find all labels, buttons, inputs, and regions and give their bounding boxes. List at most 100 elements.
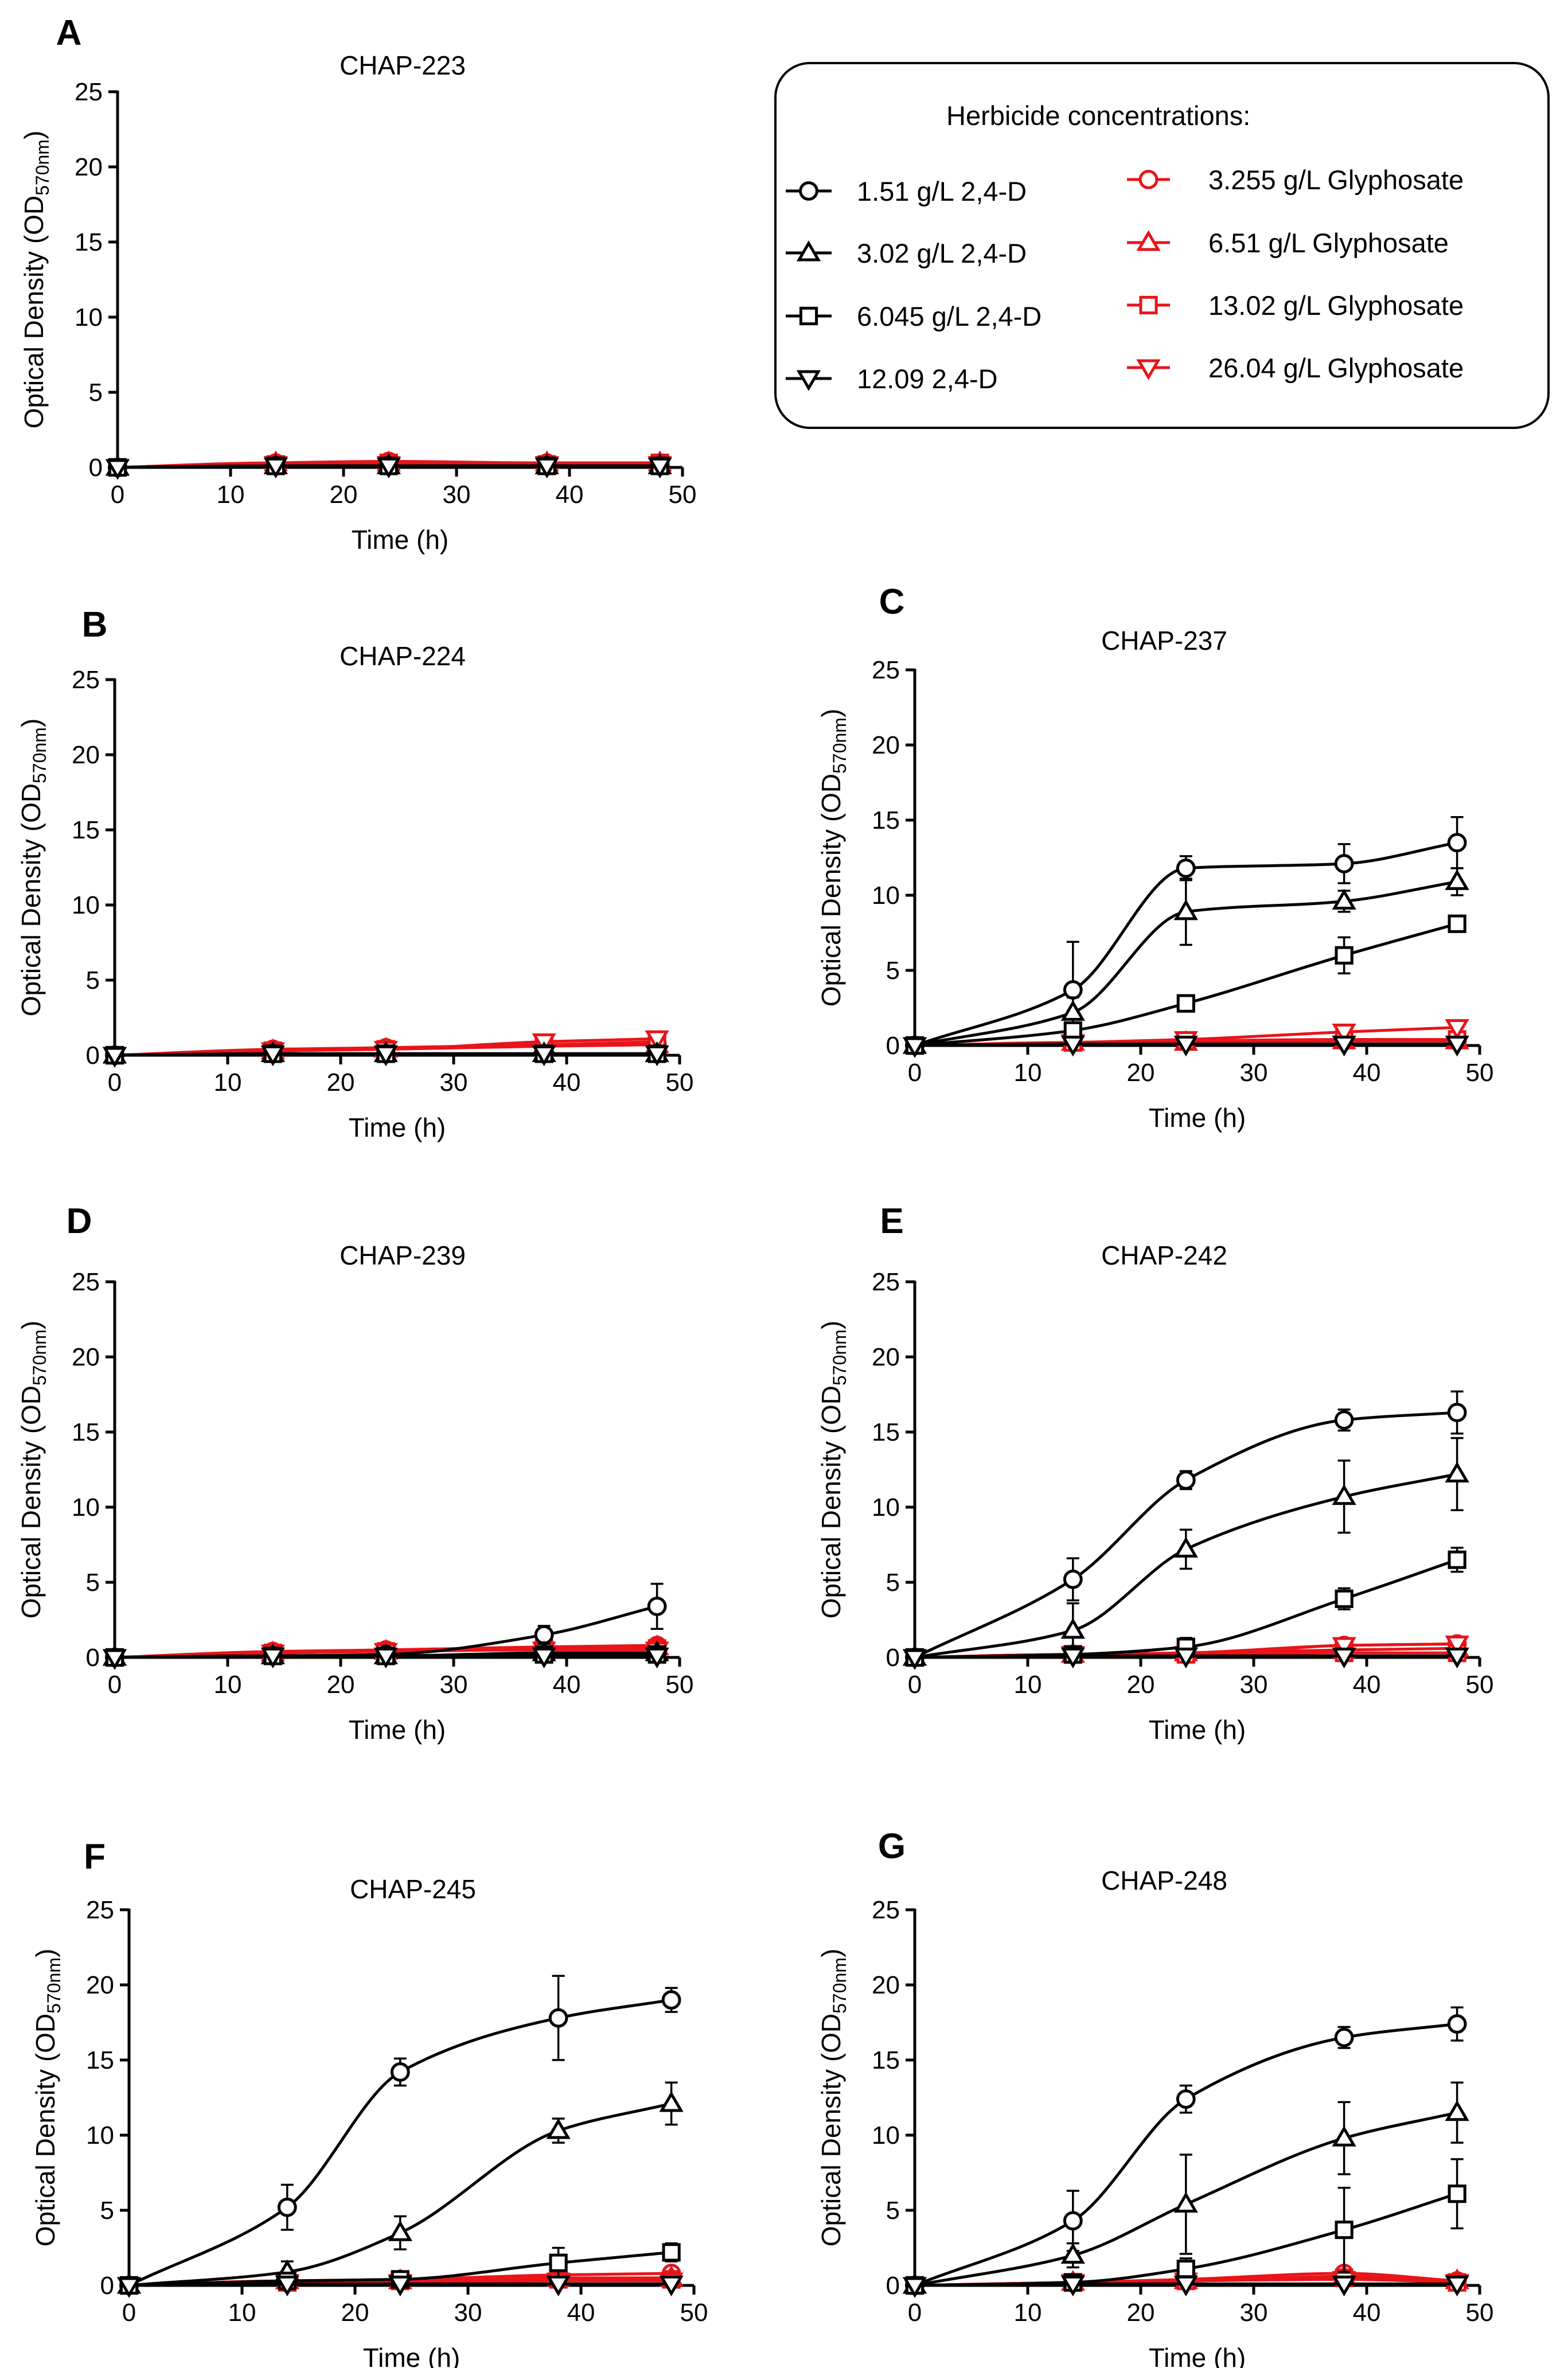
data-point: [661, 1990, 681, 2010]
data-point: [1176, 2260, 1195, 2279]
x-tick-label: 0: [111, 481, 124, 509]
x-tick-label: 50: [669, 481, 697, 509]
y-axis-label-subscript: 570nm: [44, 1957, 64, 2014]
y-tick-label: 25: [72, 666, 100, 694]
data-point: [1063, 2211, 1083, 2231]
series-12-09-2-4-d: [902, 1647, 1469, 1670]
data-point: [1445, 1461, 1469, 1483]
data-point: [546, 2118, 571, 2139]
series-12-09-2-4-d: [902, 1035, 1469, 1058]
data-point: [1445, 1635, 1469, 1657]
data-point: [116, 2277, 142, 2298]
legend-label: 3.02 g/L 2,4-D: [857, 238, 1027, 268]
data-point: [376, 457, 401, 479]
x-tick-label: 40: [1353, 1671, 1381, 1699]
y-axis-label-close: ): [816, 1321, 846, 1329]
data-point: [1173, 1035, 1198, 1057]
y-tick-label: 10: [872, 1493, 900, 1522]
panel-title: CHAP-248: [1101, 1866, 1227, 1895]
y-tick-label: 20: [86, 1971, 114, 1999]
x-tick-label: 30: [1240, 2299, 1268, 2327]
data-point: [1334, 2027, 1354, 2047]
y-tick-label: 5: [86, 1569, 100, 1597]
data-point: [1445, 1035, 1469, 1057]
x-tick-label: 0: [108, 1068, 122, 1097]
y-tick-label: 20: [72, 1343, 100, 1371]
x-tick-label: 30: [454, 2299, 482, 2327]
data-point: [1173, 899, 1198, 920]
legend-label: 12.09 2,4-D: [857, 364, 998, 394]
legend-marker: [799, 306, 818, 326]
x-tick-label: 30: [443, 481, 471, 509]
data-point: [1445, 869, 1469, 890]
y-tick-label: 25: [86, 1896, 114, 1924]
y-tick-label: 25: [872, 656, 900, 684]
data-point: [1063, 980, 1083, 1000]
x-tick-label: 50: [1466, 2299, 1494, 2327]
data-point: [1334, 1410, 1354, 1430]
legend-entry: 3.255 g/L Glyphosate: [1127, 165, 1464, 195]
legend-label: 13.02 g/L Glyphosate: [1208, 290, 1464, 321]
x-tick-label: 30: [1240, 1671, 1268, 1699]
data-point: [1447, 2014, 1467, 2034]
legend: Herbicide concentrations: 1.51 g/L 2,4-D…: [774, 62, 1550, 429]
data-point: [659, 2275, 684, 2297]
panel-letter: F: [84, 1837, 106, 1877]
data-point: [1060, 1035, 1085, 1057]
data-point: [1332, 1023, 1356, 1045]
y-tick-label: 0: [89, 454, 103, 482]
data-point: [390, 2062, 410, 2082]
panel-title: CHAP-223: [340, 50, 466, 80]
data-point: [1335, 2220, 1354, 2240]
data-point: [1445, 2100, 1469, 2121]
y-tick-label: 0: [886, 1644, 900, 1672]
y-tick-label: 25: [872, 1268, 900, 1296]
series-6-045-g-l-2-4-d: [905, 914, 1466, 1055]
y-tick-label: 20: [872, 731, 900, 759]
y-axis-label-close: ): [816, 1949, 846, 1957]
data-point: [263, 457, 288, 479]
data-point: [102, 1047, 127, 1068]
y-tick-label: 15: [872, 806, 900, 834]
x-tick-label: 10: [214, 1671, 242, 1699]
data-point: [388, 2220, 412, 2241]
data-point: [647, 1597, 667, 1616]
y-axis-label: Optical Density (OD570nm): [816, 1321, 850, 1619]
panel-letter: B: [82, 605, 108, 645]
data-point: [662, 2243, 681, 2262]
x-tick-label: 20: [327, 1068, 355, 1097]
data-point: [1447, 1403, 1467, 1422]
y-axis-label-subscript: 570nm: [829, 717, 850, 774]
y-tick-label: 15: [72, 816, 100, 844]
y-tick-label: 0: [86, 1644, 100, 1672]
data-point: [277, 2197, 297, 2217]
x-tick-label: 10: [228, 2299, 256, 2327]
y-tick-label: 5: [886, 1569, 900, 1597]
data-point: [645, 1045, 669, 1067]
x-tick-label: 50: [1466, 1671, 1494, 1699]
legend-title: Herbicide concentrations:: [946, 100, 1250, 131]
data-point: [260, 1647, 285, 1669]
y-tick-label: 5: [100, 2197, 114, 2225]
data-point: [645, 1030, 669, 1051]
data-point: [1176, 994, 1195, 1013]
legend-marker: [1136, 230, 1161, 251]
data-point: [373, 1647, 398, 1669]
data-point: [102, 1649, 127, 1670]
legend-label: 3.255 g/L Glyphosate: [1208, 165, 1464, 195]
y-axis-label-close: ): [16, 719, 46, 727]
y-axis-label-close: ): [30, 1949, 60, 1957]
x-tick-label: 30: [440, 1671, 468, 1699]
data-point: [105, 459, 130, 480]
series-12-09-2-4-d: [116, 2275, 684, 2298]
x-axis-label: Time (h): [1149, 1103, 1246, 1133]
legend-marker: [1138, 170, 1159, 189]
y-axis-label-close: ): [19, 131, 49, 139]
x-tick-label: 30: [1240, 1059, 1268, 1087]
data-point: [388, 2275, 412, 2297]
data-point: [546, 2275, 571, 2297]
y-tick-label: 5: [89, 379, 103, 407]
panel-letter: D: [67, 1201, 92, 1241]
y-tick-label: 0: [86, 1041, 100, 1070]
